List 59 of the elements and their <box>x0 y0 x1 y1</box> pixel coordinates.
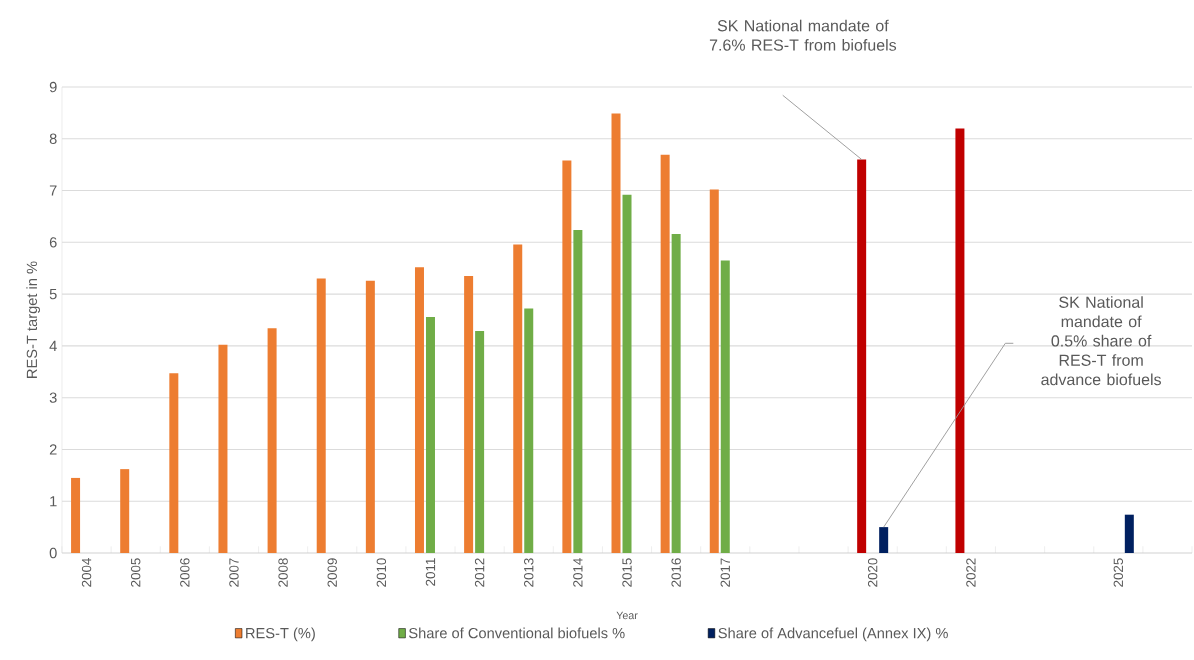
x-tick-label: 2025 <box>1113 558 1124 587</box>
bar <box>71 477 81 553</box>
x-tick-label: 2009 <box>327 558 337 587</box>
legend-label: Share of Conventional biofuels % <box>409 627 625 639</box>
bar <box>1124 514 1134 553</box>
y-axis-title: RES-T target in % <box>26 261 40 378</box>
bar <box>365 280 375 553</box>
bar <box>169 373 179 553</box>
x-tick-label: 2012 <box>474 558 485 587</box>
text: SK National mandate of 7.6% RES-T from biofuels <box>709 19 897 51</box>
y-tick-label: 3 <box>49 392 57 403</box>
y-tick-label: 4 <box>49 340 57 351</box>
bar <box>120 469 130 553</box>
x-tick-label: 2008 <box>278 558 288 587</box>
x-tick-label: 2006 <box>180 558 190 587</box>
x-tick-label: 2011 <box>425 558 436 586</box>
y-tick-label: 7 <box>49 185 57 196</box>
y-tick-label: 8 <box>49 133 57 144</box>
bar <box>218 344 228 553</box>
bar <box>671 234 681 553</box>
x-tick-label: 2016 <box>671 558 681 587</box>
y-tick-label: 6 <box>49 237 57 248</box>
bar <box>267 328 277 553</box>
bar <box>524 308 534 553</box>
bar <box>660 154 670 553</box>
bar <box>857 159 867 553</box>
x-tick-label: 2014 <box>573 558 583 587</box>
bar <box>622 194 632 553</box>
bar <box>709 189 719 553</box>
bar <box>720 260 730 553</box>
bar <box>562 160 572 553</box>
y-tick-label: 9 <box>49 81 57 93</box>
x-tick-label: 2017 <box>720 558 730 587</box>
bar <box>425 316 435 553</box>
y-tick-label: 0 <box>49 547 57 559</box>
y-tick-label: 5 <box>49 289 57 300</box>
x-tick-label: 2007 <box>229 558 239 587</box>
bar <box>955 128 965 553</box>
legend-label: Share of Advancefuel (Annex IX) % <box>718 627 948 642</box>
x-tick-label: 2010 <box>376 558 387 587</box>
bar <box>475 330 485 553</box>
bar <box>414 267 424 553</box>
x-tick-label: 2005 <box>130 558 141 587</box>
legend-label: RES-T (%) <box>246 627 315 642</box>
x-tick-label: 2004 <box>81 558 92 587</box>
bar <box>464 276 474 553</box>
bar <box>611 113 621 553</box>
x-tick-label: 2015 <box>622 558 632 587</box>
annotation: SK National mandate of 0.5% share of RES-T from advance biofuels <box>1041 296 1161 386</box>
x-tick-label: 2022 <box>966 558 976 587</box>
bar <box>316 278 326 553</box>
y-tick-label: 1 <box>50 496 57 507</box>
bar <box>513 244 523 553</box>
bar <box>879 527 889 553</box>
y-tick-label: 2 <box>49 444 57 455</box>
x-axis-title: Year <box>616 611 638 620</box>
x-tick-label: 2013 <box>524 558 534 587</box>
x-tick-label: 2020 <box>867 558 878 587</box>
bar <box>573 229 583 553</box>
